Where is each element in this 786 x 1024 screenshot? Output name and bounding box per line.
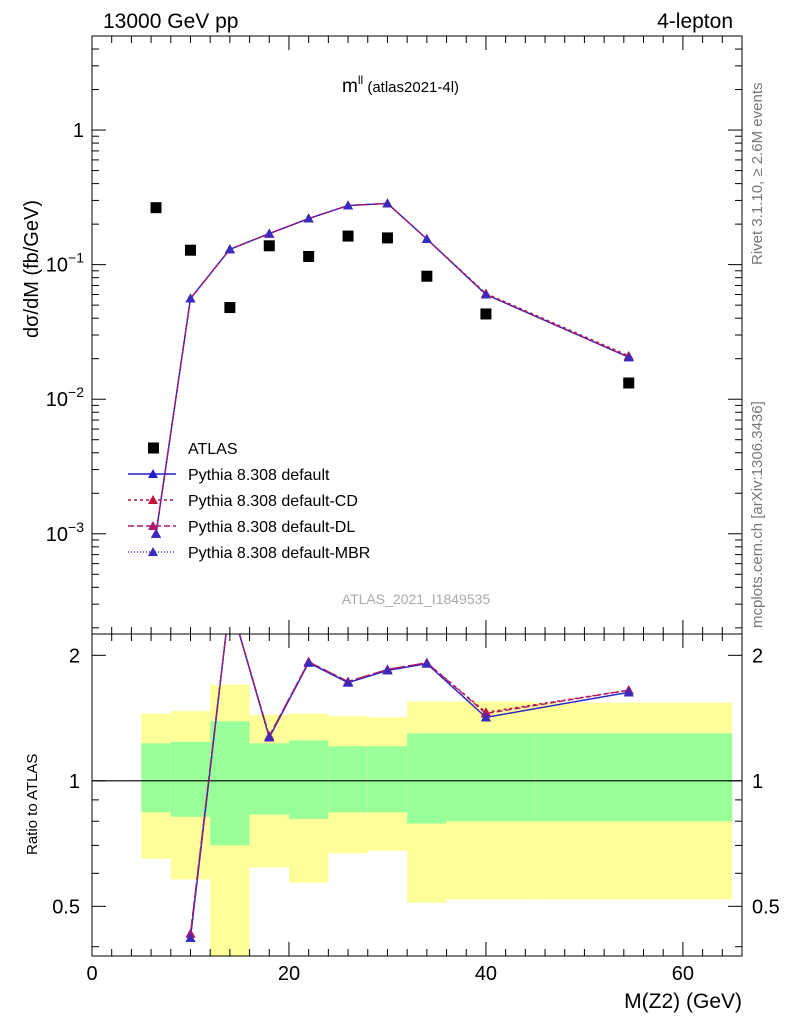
atlas-data-point xyxy=(150,202,162,214)
ratio-point-3 xyxy=(185,932,196,942)
main-ytick-label: 1 xyxy=(73,120,84,142)
atlas-data-point xyxy=(342,230,354,242)
main-plot-marks xyxy=(150,198,635,538)
mc-point-4 xyxy=(421,234,432,244)
green-band-5 xyxy=(328,746,368,813)
ratio-point-3 xyxy=(623,687,634,697)
mc-point-4 xyxy=(343,200,354,210)
ratio-ytick-label-right: 2 xyxy=(752,645,763,667)
ratio-axes: 0 20 40 60 0.5 0.5 1 1 2 2 xyxy=(52,634,780,985)
main-axes: 10−3 10−2 10−1 1 xyxy=(46,35,743,634)
legend-marker-atlas xyxy=(148,442,159,454)
mc-point-4 xyxy=(623,352,634,362)
mc-point-4 xyxy=(264,228,275,238)
analysis-watermark: ATLAS_2021_I1849535 xyxy=(342,591,491,607)
ratio-point-3 xyxy=(303,657,314,667)
mc-point-4 xyxy=(185,293,196,303)
legend-label-0: ATLAS xyxy=(188,441,238,458)
ratio-ytick-label-left: 1 xyxy=(69,771,80,793)
legend-label-1: Pythia 8.308 default xyxy=(188,467,330,484)
x-tick-label: 40 xyxy=(475,963,497,985)
green-band-3 xyxy=(249,743,289,815)
atlas-data-point xyxy=(421,270,433,282)
green-band-0 xyxy=(141,743,171,813)
legend-label-3: Pythia 8.308 default-DL xyxy=(188,519,355,536)
ratio-line-3 xyxy=(189,634,629,938)
plot-title-sub: (atlas2021-4l) xyxy=(363,79,459,96)
ratio-ytick-label-left: 0.5 xyxy=(52,896,80,918)
main-ytick-label: 10−1 xyxy=(46,250,84,277)
ratio-plot-marks xyxy=(185,634,634,942)
mc-point-4 xyxy=(382,198,393,208)
atlas-data-point xyxy=(224,302,236,314)
atlas-data-point xyxy=(480,308,492,320)
atlas-data-point xyxy=(381,232,393,244)
plot-title: mll (atlas2021-4l) xyxy=(342,73,459,97)
green-band-2 xyxy=(210,721,250,846)
green-band-9 xyxy=(535,733,733,822)
ratio-point-3 xyxy=(264,732,275,742)
x-tick-label: 60 xyxy=(672,963,694,985)
ratio-ytick-label-left: 2 xyxy=(69,645,80,667)
legend-marker-1 xyxy=(148,469,158,478)
plot-title-sup: ll xyxy=(358,73,363,87)
ratio-frame xyxy=(91,633,743,957)
atlas-data-point xyxy=(184,244,196,256)
ratio-ytick-label-right: 1 xyxy=(752,771,763,793)
ratio-uncertainty-bands xyxy=(141,684,733,956)
legend-marker-2 xyxy=(148,495,158,504)
mc-point-4 xyxy=(480,289,491,299)
green-band-7 xyxy=(407,733,447,824)
ratio-point-3 xyxy=(480,712,491,722)
ratio-point-3 xyxy=(421,658,432,668)
mc-point-4 xyxy=(151,528,162,538)
x-tick-label: 0 xyxy=(86,963,97,985)
atlas-data-point xyxy=(623,377,635,389)
header-left: 13000 GeV pp xyxy=(103,10,238,33)
x-axis-label: M(Z2) (GeV) xyxy=(624,990,742,1013)
atlas-data-point xyxy=(263,240,275,252)
ratio-ylabel: Ratio to ATLAS xyxy=(24,754,41,855)
mc-line-3 xyxy=(155,202,630,534)
plot-title-main: m xyxy=(342,76,358,97)
mcplots-label: mcplots.cern.ch [arXiv:1306.3436] xyxy=(749,401,766,628)
main-ytick-label: 10−3 xyxy=(46,519,84,546)
legend: ATLAS Pythia 8.308 default Pythia 8.308 de… xyxy=(128,441,370,562)
x-tick-label: 20 xyxy=(278,963,300,985)
legend-label-2: Pythia 8.308 default-CD xyxy=(188,493,358,510)
mc-point-4 xyxy=(303,213,314,223)
legend-marker-3 xyxy=(148,521,158,530)
rivet-version-label: Rivet 3.1.10, ≥ 2.6M events xyxy=(749,83,766,266)
ratio-point-3 xyxy=(343,677,354,687)
ratio-point-3 xyxy=(382,665,393,675)
mc-point-4 xyxy=(224,244,235,254)
green-band-1 xyxy=(170,741,211,817)
legend-marker-4 xyxy=(148,547,158,556)
legend-label-4: Pythia 8.308 default-MBR xyxy=(188,545,370,562)
main-ylabel: dσ/dM (fb/GeV) xyxy=(21,200,43,338)
green-band-6 xyxy=(367,746,408,813)
ratio-ytick-label-right: 0.5 xyxy=(752,896,780,918)
main-ytick-label: 10−2 xyxy=(46,384,84,411)
atlas-data-point xyxy=(303,250,315,262)
green-band-8 xyxy=(446,733,536,822)
green-band-4 xyxy=(288,740,329,819)
header-right: 4-lepton xyxy=(657,10,733,33)
